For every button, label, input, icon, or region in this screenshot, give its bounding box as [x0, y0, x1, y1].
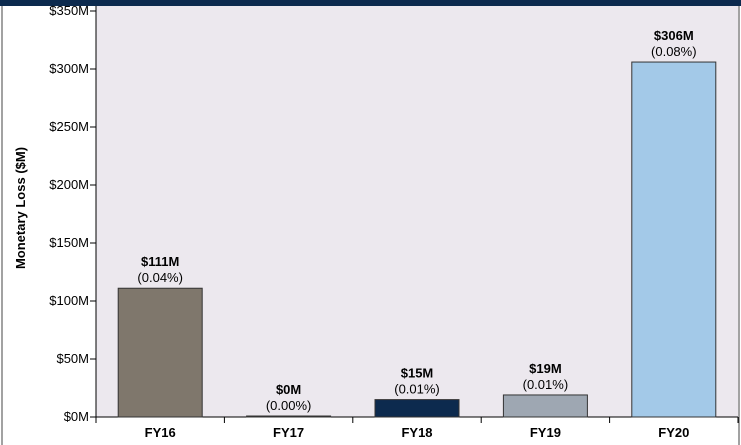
bar-percent-label: (0.01%) [523, 377, 569, 392]
y-tick-label: $250M [49, 119, 89, 134]
x-category-label: FY18 [401, 425, 432, 440]
top-band [0, 0, 741, 6]
y-tick-label: $50M [56, 351, 89, 366]
bars: $111M(0.04%)$0M(0.00%)$15M(0.01%)$19M(0.… [117, 28, 717, 418]
x-category-label: FY19 [530, 425, 561, 440]
bar-value-label: $111M [141, 254, 179, 269]
x-category-label: FY16 [145, 425, 176, 440]
bar-percent-label: (0.08%) [651, 44, 697, 59]
bar-value-label: $0M [276, 382, 301, 397]
bar-value-label: $19M [529, 361, 562, 376]
bar-fy18 [374, 399, 460, 418]
bar-percent-label: (0.04%) [137, 270, 183, 285]
y-tick-label: $350M [49, 3, 89, 18]
y-tick-label: $100M [49, 293, 89, 308]
bar-value-label: $15M [401, 366, 434, 381]
plot-area [96, 6, 738, 417]
bar-fy16 [117, 287, 203, 418]
bar-fy19 [502, 394, 588, 418]
y-axis-title: Monetary Loss ($M) [13, 147, 28, 269]
bar-value-label: $306M [654, 28, 694, 43]
y-tick-label: $300M [49, 61, 89, 76]
y-tick-label: $150M [49, 235, 89, 250]
x-category-label: FY20 [658, 425, 689, 440]
bar-fy20 [631, 61, 717, 418]
bar-fy17 [246, 415, 332, 418]
bar-percent-label: (0.00%) [266, 398, 312, 413]
y-tick-label: $0M [64, 409, 89, 424]
bar-percent-label: (0.01%) [394, 382, 440, 397]
y-ticks: $0M $50M $100M $150M $200M $250M $300M $350M [49, 3, 96, 424]
x-category-label: FY17 [273, 425, 304, 440]
y-tick-label: $200M [49, 177, 89, 192]
x-ticks: FY16 FY17 FY18 FY19 FY20 [95, 417, 739, 440]
